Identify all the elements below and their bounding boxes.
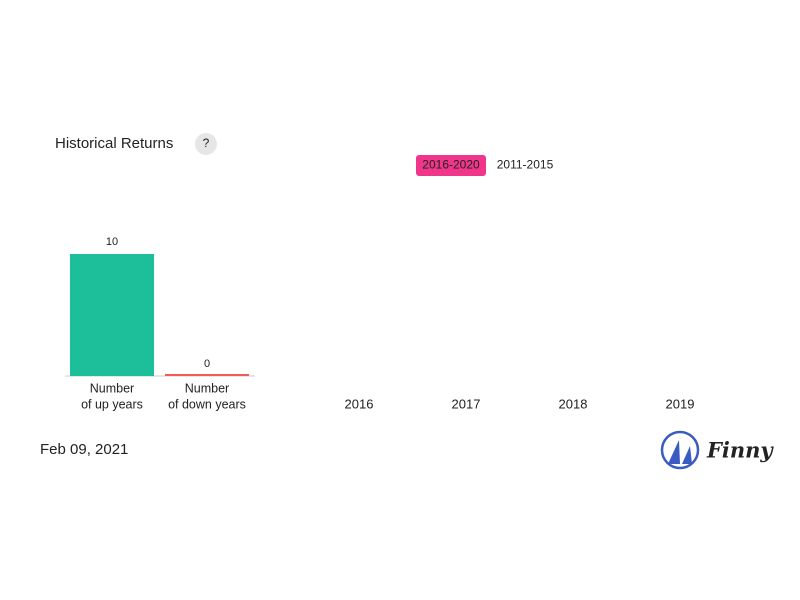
- help-icon[interactable]: ?: [203, 136, 210, 150]
- tab[interactable]: 2016-2020: [422, 158, 480, 172]
- brand: Finny: [706, 438, 774, 463]
- year-label: 2018: [559, 396, 588, 411]
- year-label: 2016: [345, 396, 374, 411]
- category-label: of down years: [168, 397, 246, 411]
- category-label: of up years: [81, 397, 143, 411]
- title: Historical Returns: [55, 135, 173, 152]
- logo: Finny: [660, 430, 774, 470]
- bar: [165, 374, 249, 376]
- tab[interactable]: 2011-2015: [497, 158, 554, 172]
- category-label: Number: [90, 381, 134, 395]
- year-label: 2019: [666, 396, 695, 411]
- tab-active-bg[interactable]: [416, 155, 486, 176]
- year-label: 2017: [452, 396, 481, 411]
- help-button[interactable]: [195, 133, 217, 155]
- value-label: 10: [106, 236, 118, 248]
- logo-circle: [660, 430, 700, 470]
- bar: [70, 254, 154, 376]
- date: Feb 09, 2021: [40, 441, 128, 458]
- category-label: Number: [185, 381, 229, 395]
- logo-sails: [668, 440, 692, 464]
- value-label: 0: [204, 358, 210, 370]
